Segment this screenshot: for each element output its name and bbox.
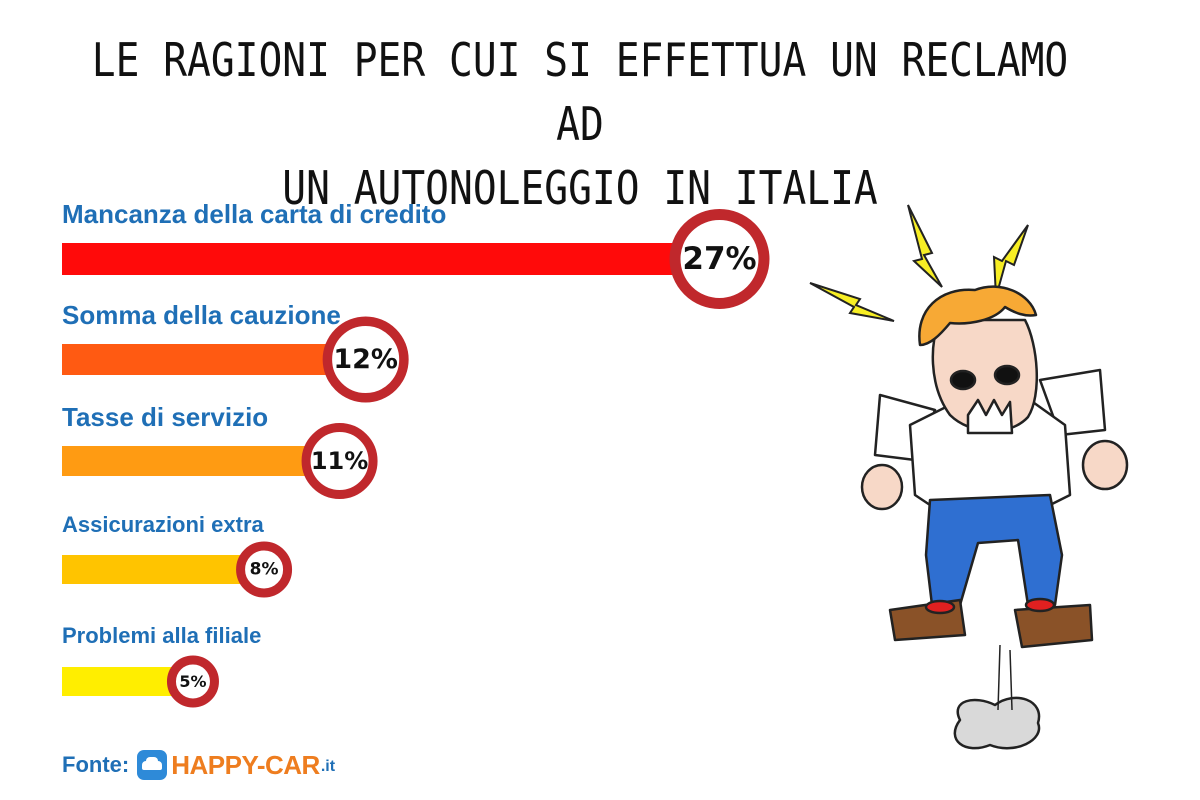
value-label: 11% (311, 447, 368, 475)
bar-group: Mancanza della carta di credito 27% (62, 199, 770, 309)
source-credit: Fonte: HAPPY-CAR .it (62, 748, 335, 782)
category-label: Problemi alla filiale (62, 623, 261, 648)
category-label: Tasse di servizio (62, 402, 268, 432)
value-ring (322, 316, 409, 403)
title-line-2: UN AUTONOLEGGIO IN ITALIA (282, 161, 878, 215)
value-ring (236, 541, 293, 598)
bar-group: Somma della cauzione 12% (62, 300, 409, 403)
logo-text: HAPPY-CAR (171, 749, 320, 780)
category-label: Somma della cauzione (62, 300, 341, 330)
value-label: 5% (179, 672, 206, 691)
bar-chart: Mancanza della carta di credito 27% Somma … (62, 199, 770, 708)
lightning-bolt-icon (809, 204, 1029, 322)
value-ring (166, 655, 219, 708)
value-ring (301, 423, 378, 499)
value-label: 8% (250, 560, 279, 580)
car-logo-icon (137, 750, 168, 780)
category-label: Mancanza della carta di credito (62, 199, 446, 229)
bar (62, 555, 249, 584)
value-label: 27% (682, 241, 756, 277)
source-label: Fonte: (62, 752, 130, 777)
bar (62, 667, 179, 696)
bar-group: Assicurazioni extra 8% (62, 512, 293, 598)
logo-tld: .it (320, 758, 336, 775)
chart-title: LE RAGIONI PER CUI SI EFFETTUA UN RECLAM… (81, 28, 1079, 220)
bar (62, 243, 692, 275)
bar-group: Tasse di servizio 11% (62, 402, 378, 499)
angry-man-illustration (809, 204, 1129, 750)
bar (62, 344, 342, 375)
bar (62, 446, 319, 476)
category-label: Assicurazioni extra (62, 512, 265, 537)
bar-group: Problemi alla filiale 5% (62, 623, 261, 708)
value-label: 12% (333, 344, 398, 375)
character (860, 285, 1129, 750)
value-ring (669, 209, 770, 309)
title-line-1: LE RAGIONI PER CUI SI EFFETTUA UN RECLAM… (91, 33, 1069, 151)
